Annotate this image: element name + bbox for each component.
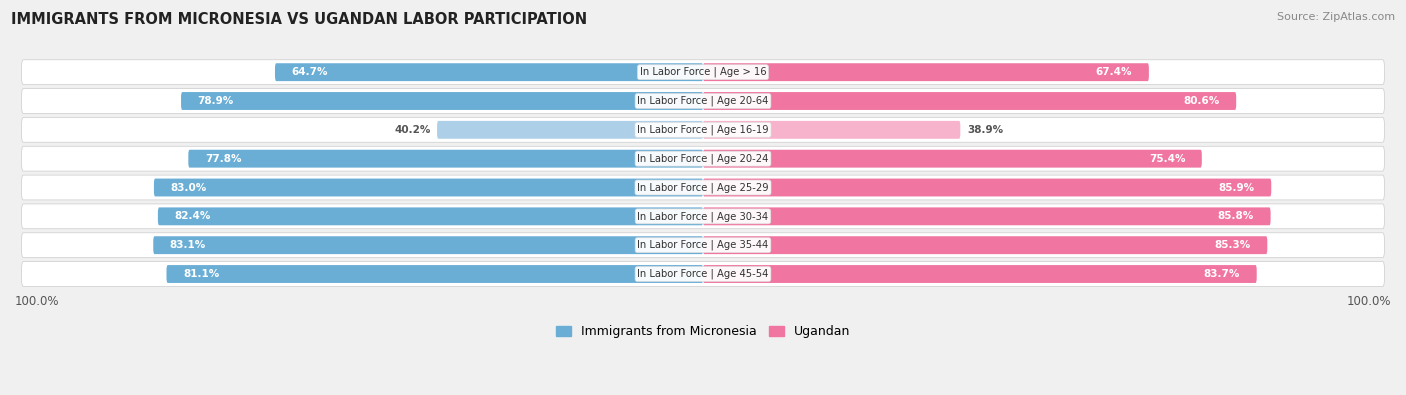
FancyBboxPatch shape bbox=[703, 121, 960, 139]
Text: 85.9%: 85.9% bbox=[1219, 182, 1254, 192]
Text: 75.4%: 75.4% bbox=[1149, 154, 1185, 164]
Text: In Labor Force | Age 30-34: In Labor Force | Age 30-34 bbox=[637, 211, 769, 222]
Text: 100.0%: 100.0% bbox=[15, 295, 59, 308]
Text: 85.8%: 85.8% bbox=[1218, 211, 1254, 221]
FancyBboxPatch shape bbox=[21, 261, 1385, 286]
FancyBboxPatch shape bbox=[21, 146, 1385, 171]
FancyBboxPatch shape bbox=[166, 265, 703, 283]
FancyBboxPatch shape bbox=[703, 265, 1257, 283]
Text: 40.2%: 40.2% bbox=[394, 125, 430, 135]
Text: 82.4%: 82.4% bbox=[174, 211, 211, 221]
Text: In Labor Force | Age 25-29: In Labor Force | Age 25-29 bbox=[637, 182, 769, 193]
FancyBboxPatch shape bbox=[21, 88, 1385, 113]
FancyBboxPatch shape bbox=[188, 150, 703, 167]
Text: 67.4%: 67.4% bbox=[1095, 67, 1132, 77]
Text: In Labor Force | Age 20-64: In Labor Force | Age 20-64 bbox=[637, 96, 769, 106]
FancyBboxPatch shape bbox=[703, 63, 1149, 81]
Text: 83.1%: 83.1% bbox=[170, 240, 207, 250]
Text: In Labor Force | Age 16-19: In Labor Force | Age 16-19 bbox=[637, 124, 769, 135]
FancyBboxPatch shape bbox=[21, 204, 1385, 229]
FancyBboxPatch shape bbox=[276, 63, 703, 81]
Text: 64.7%: 64.7% bbox=[291, 67, 328, 77]
Text: 83.0%: 83.0% bbox=[170, 182, 207, 192]
Text: 38.9%: 38.9% bbox=[967, 125, 1002, 135]
Text: In Labor Force | Age 45-54: In Labor Force | Age 45-54 bbox=[637, 269, 769, 279]
Text: 83.7%: 83.7% bbox=[1204, 269, 1240, 279]
FancyBboxPatch shape bbox=[21, 233, 1385, 258]
Text: IMMIGRANTS FROM MICRONESIA VS UGANDAN LABOR PARTICIPATION: IMMIGRANTS FROM MICRONESIA VS UGANDAN LA… bbox=[11, 12, 588, 27]
FancyBboxPatch shape bbox=[21, 175, 1385, 200]
Text: 78.9%: 78.9% bbox=[198, 96, 233, 106]
FancyBboxPatch shape bbox=[703, 92, 1236, 110]
FancyBboxPatch shape bbox=[703, 236, 1267, 254]
FancyBboxPatch shape bbox=[21, 60, 1385, 85]
FancyBboxPatch shape bbox=[153, 179, 703, 196]
Legend: Immigrants from Micronesia, Ugandan: Immigrants from Micronesia, Ugandan bbox=[551, 320, 855, 343]
FancyBboxPatch shape bbox=[437, 121, 703, 139]
Text: In Labor Force | Age 20-24: In Labor Force | Age 20-24 bbox=[637, 153, 769, 164]
FancyBboxPatch shape bbox=[181, 92, 703, 110]
Text: Source: ZipAtlas.com: Source: ZipAtlas.com bbox=[1277, 12, 1395, 22]
FancyBboxPatch shape bbox=[703, 179, 1271, 196]
FancyBboxPatch shape bbox=[21, 117, 1385, 142]
Text: 85.3%: 85.3% bbox=[1215, 240, 1251, 250]
FancyBboxPatch shape bbox=[153, 236, 703, 254]
FancyBboxPatch shape bbox=[157, 207, 703, 225]
Text: 100.0%: 100.0% bbox=[1347, 295, 1391, 308]
Text: In Labor Force | Age > 16: In Labor Force | Age > 16 bbox=[640, 67, 766, 77]
Text: 81.1%: 81.1% bbox=[183, 269, 219, 279]
FancyBboxPatch shape bbox=[703, 150, 1202, 167]
Text: 80.6%: 80.6% bbox=[1184, 96, 1219, 106]
Text: 77.8%: 77.8% bbox=[205, 154, 242, 164]
FancyBboxPatch shape bbox=[703, 207, 1271, 225]
Text: In Labor Force | Age 35-44: In Labor Force | Age 35-44 bbox=[637, 240, 769, 250]
